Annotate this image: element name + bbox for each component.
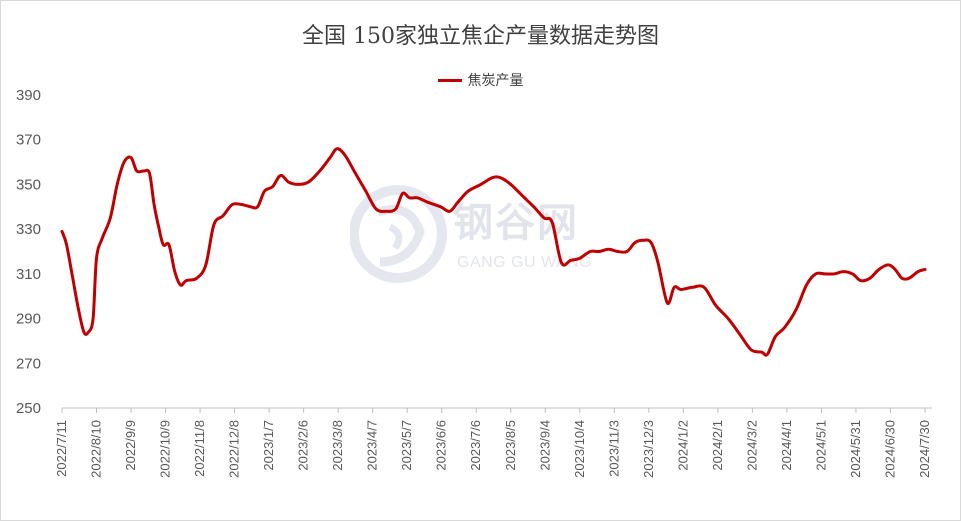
series-line-coke-output: [60, 147, 927, 357]
y-tick-label: 310: [16, 266, 41, 283]
x-tick-label: 2023/10/4: [572, 420, 587, 478]
x-tick-label: 2022/9/9: [123, 420, 138, 471]
x-tick-label: 2022/10/9: [158, 420, 173, 478]
y-tick-label: 390: [16, 87, 41, 104]
y-tick-label: 290: [16, 311, 41, 328]
y-tick-label: 350: [16, 176, 41, 193]
x-tick-label: 2024/4/1: [779, 420, 794, 471]
y-tick-label: 330: [16, 221, 41, 238]
x-tick-label: 2024/5/31: [848, 420, 863, 478]
x-tick-label: 2023/3/8: [330, 420, 345, 471]
x-tick-label: 2023/8/5: [503, 420, 518, 471]
x-tick-label: 2022/8/10: [89, 420, 104, 478]
watermark-logo: 钢谷网 GANG GU WANG: [349, 182, 610, 292]
legend-label: 焦炭产量: [467, 73, 524, 89]
x-tick-label: 2023/4/7: [365, 420, 380, 471]
x-tick-label: 2023/2/6: [296, 420, 311, 471]
chart-legend: 焦炭产量: [0, 70, 961, 90]
watermark-brand-latin: GANG GU WANG: [457, 254, 593, 271]
x-tick-label: 2024/5/1: [813, 420, 828, 471]
chart-title: 全国 150家独立焦企产量数据走势图: [302, 24, 659, 49]
x-tick-label: 2024/7/30: [917, 420, 932, 478]
x-tick-label: 2023/1/7: [261, 420, 276, 471]
x-tick-label: 2023/5/7: [399, 420, 414, 471]
x-tick-label: 2024/3/2: [744, 420, 759, 471]
x-tick-label: 2022/12/8: [227, 420, 242, 478]
x-tick-label: 2023/11/3: [606, 420, 621, 477]
y-tick-label: 270: [16, 355, 41, 372]
x-tick-label: 2024/2/1: [710, 420, 725, 471]
x-tick-label: 2024/1/2: [675, 420, 690, 471]
x-tick-label: 2024/6/30: [882, 420, 897, 478]
x-tick-label: 2023/9/4: [537, 420, 552, 471]
x-tick-label: 2023/12/3: [641, 420, 656, 478]
y-tick-label: 370: [16, 132, 41, 149]
x-tick-label: 2022/7/11: [54, 420, 69, 477]
legend-swatch: [437, 78, 462, 82]
y-tick-label: 250: [16, 400, 41, 417]
x-tick-label: 2023/6/6: [434, 420, 449, 471]
x-tick-label: 2022/11/8: [192, 420, 207, 477]
x-tick-label: 2023/7/6: [468, 420, 483, 471]
